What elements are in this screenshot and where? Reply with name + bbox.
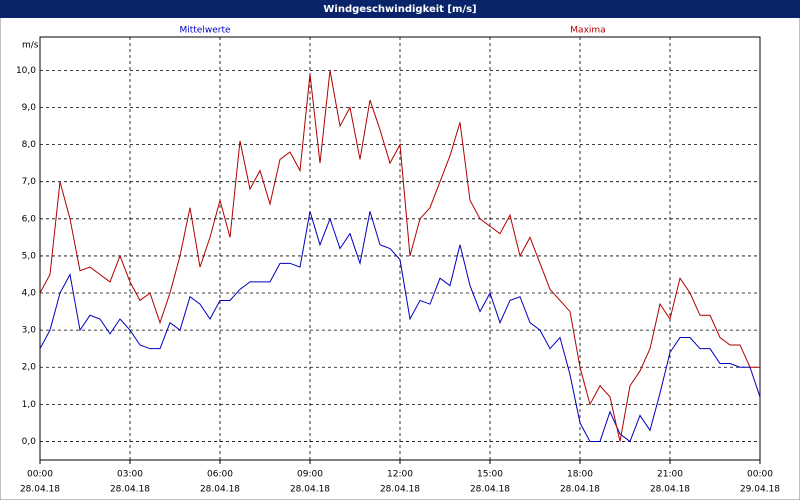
- x-tick-label: 15:00: [477, 470, 503, 480]
- y-tick-label: 6,0: [22, 214, 37, 224]
- y-tick-label: 3,0: [22, 326, 37, 336]
- x-tick-label: 18:00: [567, 470, 593, 480]
- x-tick-label: 03:00: [117, 470, 143, 480]
- x-tick-date: 28.04.18: [110, 485, 150, 495]
- x-tick-date: 28.04.18: [20, 485, 60, 495]
- chart-title: Windgeschwindigkeit [m/s]: [323, 4, 476, 15]
- y-tick-label: 2,0: [22, 363, 37, 373]
- y-tick-label: 8,0: [22, 140, 37, 150]
- x-tick-date: 28.04.18: [290, 485, 330, 495]
- x-tick-label: 09:00: [297, 470, 323, 480]
- y-tick-label: 1,0: [22, 400, 37, 410]
- legend-label: Maxima: [570, 26, 605, 36]
- y-tick-label: 4,0: [22, 289, 37, 299]
- x-tick-date: 28.04.18: [560, 485, 600, 495]
- x-tick-date: 28.04.18: [380, 485, 420, 495]
- x-tick-label: 00:00: [27, 470, 53, 480]
- y-tick-label: 5,0: [22, 251, 37, 261]
- title-bar: [0, 0, 800, 18]
- x-tick-label: 00:00: [747, 470, 773, 480]
- x-tick-label: 12:00: [387, 470, 413, 480]
- x-tick-date: 28.04.18: [650, 485, 690, 495]
- y-tick-label: 0,0: [22, 437, 37, 447]
- y-tick-label: 9,0: [22, 103, 37, 113]
- y-tick-label: 10,0: [16, 66, 36, 76]
- x-tick-date: 28.04.18: [200, 485, 240, 495]
- y-tick-label: 7,0: [22, 177, 37, 187]
- series-line: [39, 211, 761, 443]
- x-tick-label: 21:00: [657, 470, 683, 480]
- y-axis-label: m/s: [22, 41, 39, 51]
- x-tick-label: 06:00: [207, 470, 233, 480]
- series-line: [39, 70, 760, 442]
- legend-label: Mittelwerte: [179, 26, 230, 36]
- x-tick-date: 29.04.18: [740, 485, 780, 495]
- x-tick-date: 28.04.18: [470, 485, 510, 495]
